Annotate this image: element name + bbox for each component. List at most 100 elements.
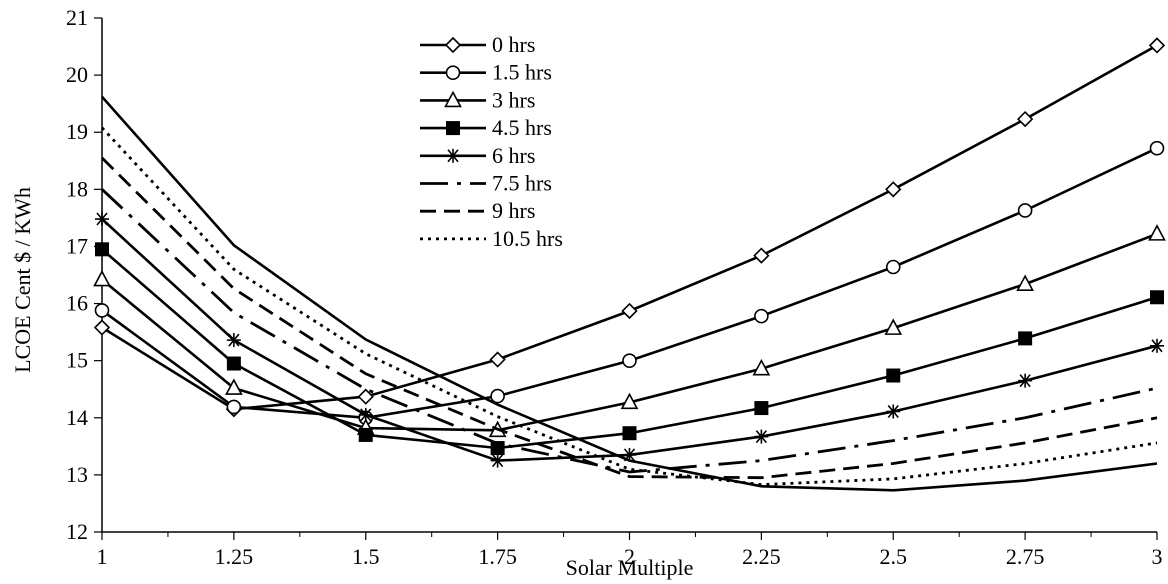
legend-label: 3 hrs: [492, 87, 535, 112]
series-3-hrs: [93, 224, 1166, 438]
data-point: [886, 404, 901, 419]
data-point: [884, 318, 903, 335]
data-point: [358, 427, 373, 442]
data-point: [622, 353, 637, 368]
x-tick-label: 2.25: [742, 544, 781, 569]
data-point: [1149, 140, 1165, 156]
data-point: [754, 308, 769, 324]
data-point: [226, 356, 241, 371]
legend-label: 1.5 hrs: [492, 60, 552, 85]
legend-item: 0 hrs: [420, 32, 535, 57]
data-point: [446, 121, 460, 136]
x-tick-label: 1: [97, 544, 108, 569]
series-line: [101, 188, 1158, 474]
data-point: [444, 90, 462, 108]
data-point: [621, 302, 638, 320]
series-1_5-hrs: [94, 140, 1165, 426]
data-point: [446, 148, 460, 163]
data-point: [886, 368, 901, 383]
x-tick-label: 1.5: [352, 544, 380, 569]
data-point: [1018, 331, 1033, 346]
y-tick-label: 13: [66, 462, 88, 487]
series-line: [101, 218, 1158, 462]
x-tick-label: 1.25: [215, 544, 254, 569]
data-point: [445, 65, 461, 80]
data-point: [754, 401, 769, 416]
series-7_5-hrs: [101, 188, 1158, 474]
y-tick-label: 21: [66, 5, 88, 30]
data-point: [754, 429, 769, 444]
legend-item: 4.5 hrs: [420, 115, 552, 140]
legend-label: 6 hrs: [492, 143, 535, 168]
legend-label: 10.5 hrs: [492, 226, 563, 251]
data-point: [93, 269, 111, 287]
data-point: [620, 392, 639, 410]
data-point: [444, 36, 462, 54]
x-tick-label: 2: [624, 544, 635, 569]
series-layer: [93, 37, 1166, 492]
legend-item: 7.5 hrs: [420, 171, 552, 196]
series-line: [101, 95, 1158, 492]
series-line: [101, 248, 1158, 450]
data-point: [226, 333, 241, 348]
data-point: [490, 388, 505, 404]
data-point: [885, 181, 902, 198]
y-tick-label: 15: [66, 348, 88, 373]
series-unlabeled: [101, 95, 1158, 492]
legend-item: 6 hrs: [420, 143, 535, 168]
legend-item: 9 hrs: [420, 198, 535, 223]
data-point: [94, 303, 110, 318]
data-point: [753, 247, 770, 264]
x-ticks: 1 1.25 1.5 1.75 2 2.25 2.5 2.75 3: [97, 532, 1163, 569]
data-point: [226, 399, 242, 415]
x-tick-label: 1.75: [478, 544, 517, 569]
data-point: [95, 242, 109, 257]
y-ticks: 12 13 14 15 16 17 18 19 20 21: [66, 5, 102, 544]
x-tick-label: 2.5: [880, 544, 908, 569]
y-tick-label: 19: [66, 119, 88, 144]
y-tick-label: 18: [66, 176, 88, 201]
data-point: [622, 426, 637, 441]
data-point: [885, 259, 901, 275]
series-4_5-hrs: [95, 242, 1164, 456]
data-point: [93, 319, 111, 336]
data-point: [1016, 110, 1034, 128]
series-line: [101, 156, 1158, 480]
y-tick-label: 12: [66, 519, 88, 544]
y-axis-title: LCOE Cent $ / KWh: [10, 187, 35, 373]
legend-label: 0 hrs: [492, 32, 535, 57]
y-tick-label: 16: [66, 291, 88, 316]
data-point: [752, 358, 771, 376]
series-0-hrs: [93, 37, 1166, 418]
legend-label: 9 hrs: [492, 198, 535, 223]
series-6-hrs: [95, 212, 1164, 468]
x-tick-label: 2.75: [1006, 544, 1045, 569]
y-tick-label: 20: [66, 62, 88, 87]
legend-item: 10.5 hrs: [420, 226, 563, 251]
data-point: [357, 388, 374, 405]
y-tick-label: 14: [66, 405, 88, 430]
data-point: [358, 407, 373, 422]
legend-item: 3 hrs: [420, 87, 535, 112]
data-point: [1148, 37, 1166, 54]
data-point: [1150, 290, 1164, 305]
data-point: [95, 212, 109, 227]
data-point: [490, 453, 505, 468]
x-tick-label: 3: [1152, 544, 1163, 569]
data-point: [1017, 203, 1033, 218]
data-point: [1016, 274, 1034, 291]
data-point: [1148, 224, 1166, 241]
y-tick-label: 17: [66, 233, 88, 258]
data-point: [489, 351, 506, 368]
data-point: [1018, 373, 1033, 388]
legend-item: 1.5 hrs: [420, 60, 552, 85]
legend-label: 7.5 hrs: [492, 171, 552, 196]
data-point: [490, 441, 505, 456]
legend-label: 4.5 hrs: [492, 115, 552, 140]
x-axis-title: Solar Multiple: [566, 555, 694, 580]
data-point: [1150, 338, 1164, 353]
series-9-hrs: [101, 156, 1158, 480]
data-point: [225, 378, 243, 395]
